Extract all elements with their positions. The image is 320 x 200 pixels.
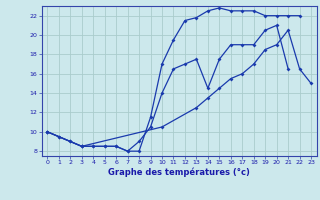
X-axis label: Graphe des températures (°c): Graphe des températures (°c) [108, 168, 250, 177]
